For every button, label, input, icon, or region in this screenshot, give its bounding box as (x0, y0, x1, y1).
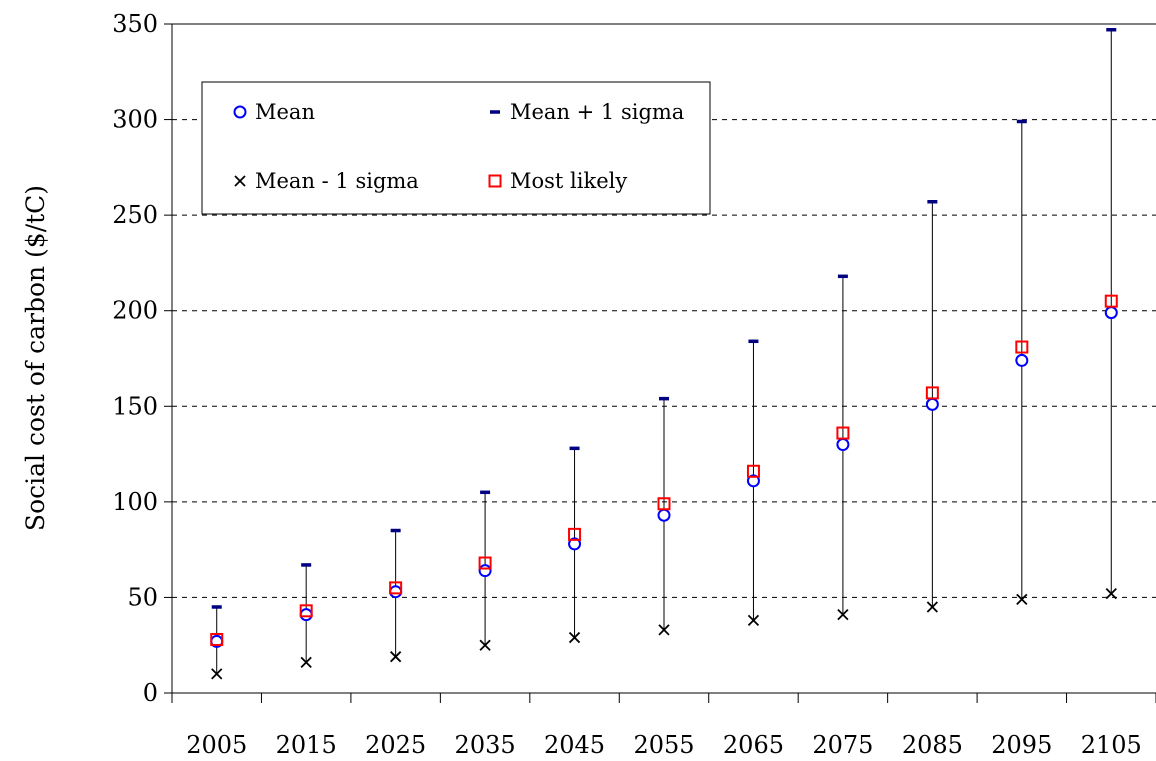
point-circle (568, 537, 582, 551)
point-circle (299, 608, 313, 622)
point-square (568, 527, 582, 541)
point-x (479, 639, 491, 651)
point-circle (925, 397, 939, 411)
y-tick-label: 150 (112, 392, 158, 420)
point-square (299, 604, 313, 618)
legend: Mean Mean + 1 sigma Mean - 1 sigma Most lik… (201, 81, 711, 215)
point-square (478, 556, 492, 570)
point-circle (836, 438, 850, 452)
y-tick-label: 300 (112, 106, 158, 134)
x-tick-label: 2075 (812, 731, 873, 759)
point-square (657, 497, 671, 511)
legend-label: Mean (255, 100, 315, 124)
point-circle (746, 474, 760, 488)
point-square (210, 632, 224, 646)
x-tick-label: 2005 (186, 731, 247, 759)
x-tick-label: 2085 (902, 731, 963, 759)
x-tick-label: 2035 (455, 731, 516, 759)
tick-labels: 0 50 100 150 200 250 300 350 2005 2015 2025 2035 204… (112, 10, 1142, 759)
point-x (389, 651, 402, 663)
point-circle (478, 564, 492, 578)
legend-label: Most likely (510, 169, 627, 193)
x-tick-label: 2045 (544, 731, 605, 759)
legend-marker-square (488, 174, 502, 188)
point-x (747, 614, 760, 627)
point-square (746, 464, 760, 478)
point-circle (1104, 306, 1118, 320)
x-tick-label: 2105 (1081, 731, 1142, 759)
legend-marker-circle (233, 105, 247, 119)
point-circle (657, 508, 671, 522)
legend-label: Mean + 1 sigma (510, 100, 684, 124)
point-x (926, 601, 939, 613)
data-marks (210, 27, 1118, 680)
y-axis-title: Social cost of carbon ($/tC) (21, 185, 50, 531)
point-square (1015, 340, 1029, 354)
y-tick-label: 0 (143, 679, 158, 707)
legend-label: Mean - 1 sigma (255, 169, 419, 193)
x-tick-label: 2065 (723, 731, 784, 759)
y-tick-label: 100 (112, 488, 158, 516)
x-tick-label: 2025 (365, 731, 426, 759)
axes (164, 23, 1156, 703)
x-tick-label: 2095 (991, 731, 1052, 759)
y-tick-label: 50 (127, 583, 158, 611)
point-square (389, 581, 403, 595)
y-tick-label: 350 (112, 10, 158, 38)
point-square (836, 426, 850, 440)
legend-box (201, 81, 711, 215)
y-tick-label: 250 (112, 201, 158, 229)
point-x (1105, 587, 1117, 600)
point-square (925, 386, 939, 400)
point-x (837, 608, 849, 621)
point-x (1016, 593, 1028, 605)
point-x (300, 656, 312, 669)
x-tick-label: 2015 (276, 731, 337, 759)
point-square (1104, 294, 1118, 308)
y-tick-label: 200 (112, 297, 158, 325)
point-x (658, 624, 670, 636)
x-tick-label: 2055 (633, 731, 694, 759)
legend-marker-x (234, 175, 246, 187)
point-x (568, 631, 581, 644)
point-x (211, 668, 223, 680)
point-circle (1015, 353, 1029, 367)
point-circle (389, 585, 403, 599)
